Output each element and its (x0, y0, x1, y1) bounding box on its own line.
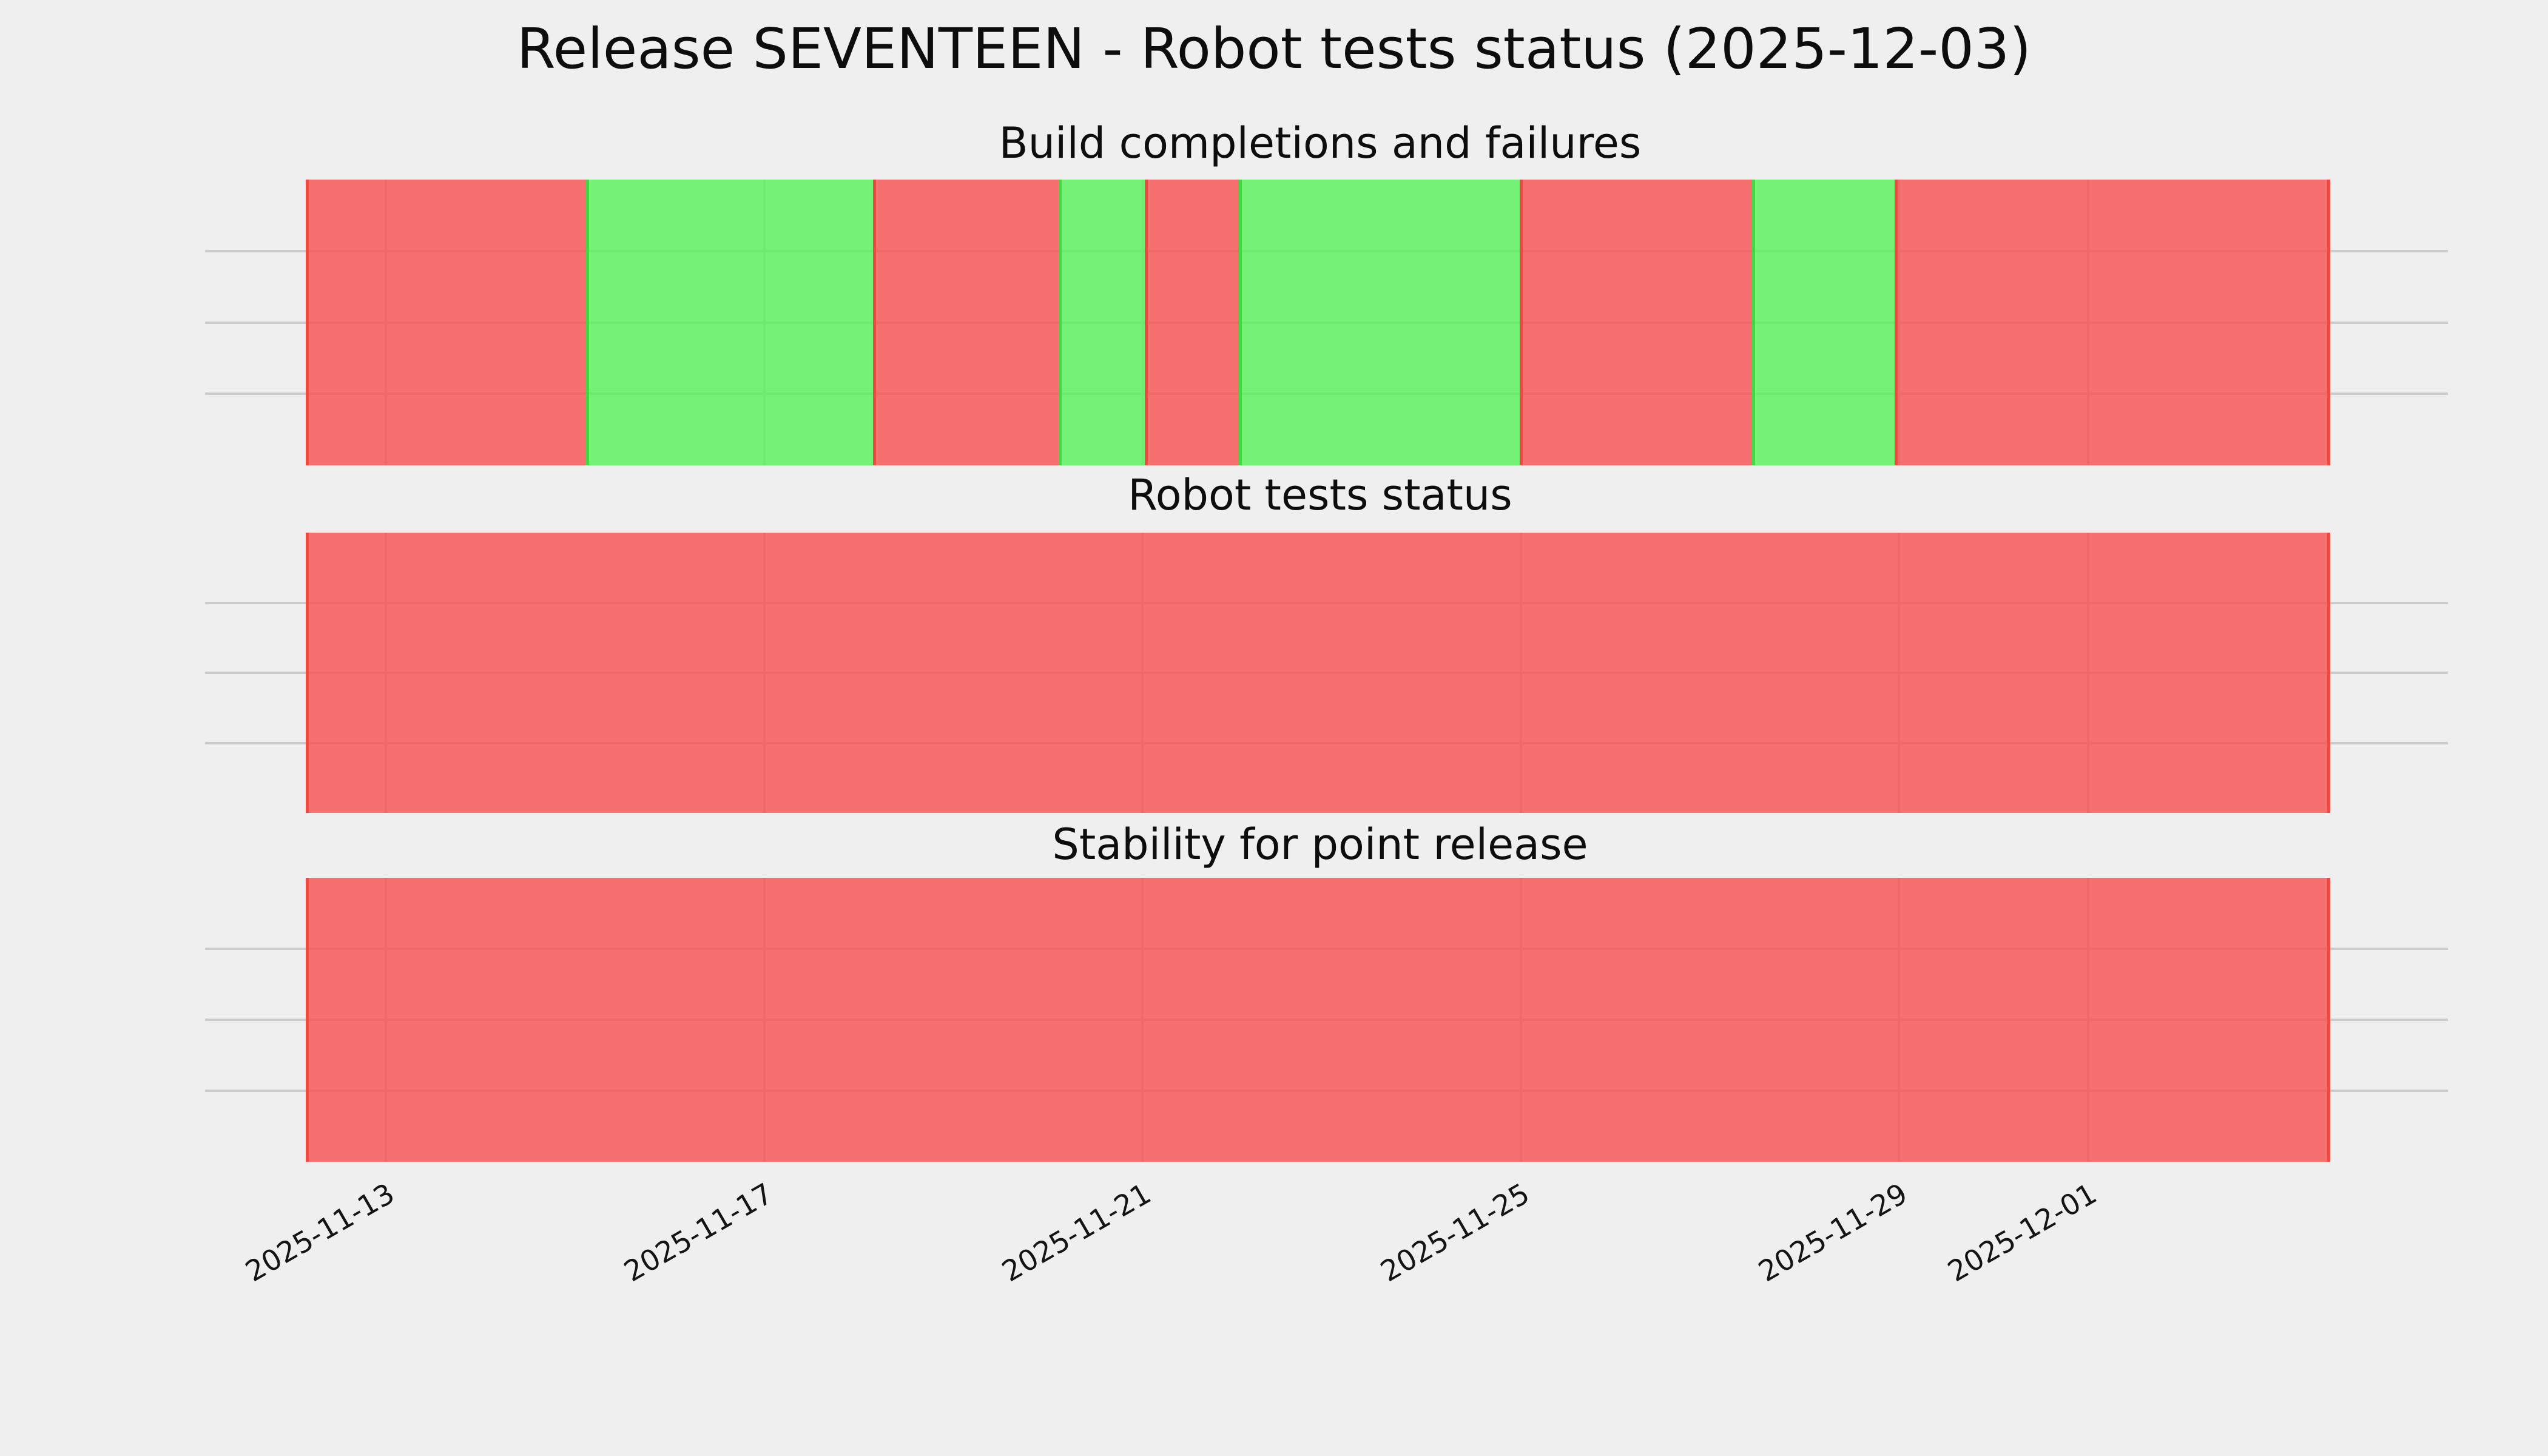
subplot-title-build-completions: Build completions and failures (999, 118, 1642, 168)
status-segment-pass (586, 180, 873, 465)
status-fill (305, 878, 2330, 1162)
x-tick-label-text: 2025-11-25 (1375, 1177, 1535, 1289)
status-segment-pass (1058, 180, 1145, 465)
status-fill (305, 180, 2330, 465)
figure-title: Release SEVENTEEN - Robot tests status (… (516, 16, 2032, 81)
status-segment-pass (1751, 180, 1895, 465)
status-segment-fail (872, 180, 1059, 465)
status-segment-fail (1894, 180, 2330, 465)
status-segment-fail (1519, 180, 1752, 465)
status-segment-fail (1144, 180, 1239, 465)
subplot-title-stability: Stability for point release (1052, 820, 1588, 869)
panel-axes-2 (205, 878, 2448, 1162)
x-tick-label-text: 2025-11-29 (1753, 1177, 1913, 1289)
status-segment-fail (305, 878, 2330, 1162)
x-tick-label-text: 2025-11-13 (240, 1177, 400, 1289)
panel-axes-1 (205, 533, 2448, 813)
status-segment-pass (1238, 180, 1520, 465)
status-segment-fail (305, 180, 587, 465)
x-tick-label-text: 2025-11-21 (996, 1177, 1157, 1289)
subplot-title-robot-tests: Robot tests status (1128, 470, 1512, 520)
panel-axes-0 (205, 180, 2448, 465)
status-segment-fail (305, 533, 2330, 813)
x-tick-label-text: 2025-12-01 (1942, 1177, 2103, 1289)
x-tick-label-text: 2025-11-17 (618, 1177, 779, 1289)
status-fill (305, 533, 2330, 813)
